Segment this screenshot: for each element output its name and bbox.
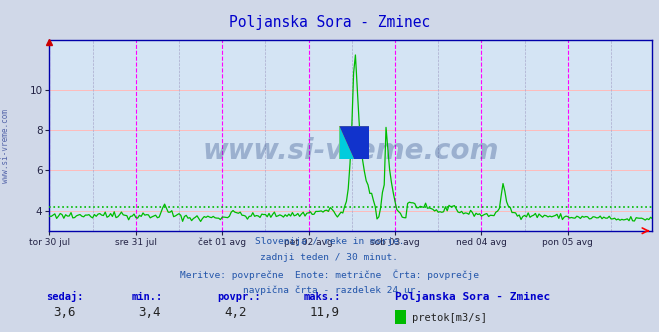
- Text: min.:: min.:: [132, 292, 163, 302]
- Text: Meritve: povprečne  Enote: metrične  Črta: povprečje: Meritve: povprečne Enote: metrične Črta:…: [180, 269, 479, 280]
- Text: 3,6: 3,6: [53, 306, 75, 319]
- Text: Poljanska Sora - Zminec: Poljanska Sora - Zminec: [229, 15, 430, 30]
- Text: maks.:: maks.:: [303, 292, 341, 302]
- Text: 11,9: 11,9: [310, 306, 340, 319]
- Text: sedaj:: sedaj:: [46, 291, 84, 302]
- Polygon shape: [339, 126, 355, 159]
- Text: www.si-vreme.com: www.si-vreme.com: [1, 109, 10, 183]
- Text: 4,2: 4,2: [224, 306, 246, 319]
- Polygon shape: [339, 126, 369, 159]
- Text: Slovenija / reke in morje.: Slovenija / reke in morje.: [255, 237, 404, 246]
- Text: 3,4: 3,4: [138, 306, 161, 319]
- Text: pretok[m3/s]: pretok[m3/s]: [412, 313, 487, 323]
- Text: povpr.:: povpr.:: [217, 292, 261, 302]
- Text: Poljanska Sora - Zminec: Poljanska Sora - Zminec: [395, 291, 551, 302]
- Text: navpična črta - razdelek 24 ur: navpična črta - razdelek 24 ur: [243, 285, 416, 295]
- Text: www.si-vreme.com: www.si-vreme.com: [203, 136, 499, 165]
- Text: zadnji teden / 30 minut.: zadnji teden / 30 minut.: [260, 253, 399, 262]
